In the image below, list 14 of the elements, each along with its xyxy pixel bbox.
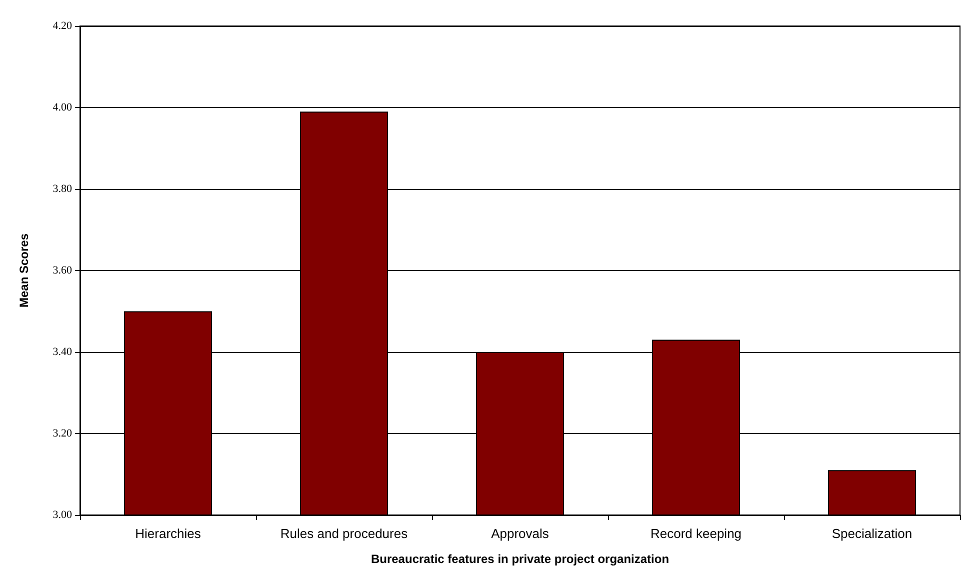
y-tick-label: 3.60 [52,264,72,276]
x-tick-label: Record keeping [650,526,742,541]
y-tick-label: 3.20 [52,428,72,440]
y-tick-label: 3.40 [52,346,72,358]
y-tick-label: 3.80 [52,183,72,195]
y-tick-label: 4.00 [52,102,72,114]
x-axis-title: Bureaucratic features in private project organization [370,552,670,566]
y-tick-label: 3.00 [52,509,72,521]
x-tick-label: Specialization [832,526,912,541]
x-tick-label: Rules and procedures [280,526,408,541]
y-axis-title: Mean Scores [17,233,31,308]
y-tick-label: 4.20 [52,20,72,32]
x-tick-label: Approvals [491,526,550,541]
x-tick-label: Hierarchies [135,526,202,541]
